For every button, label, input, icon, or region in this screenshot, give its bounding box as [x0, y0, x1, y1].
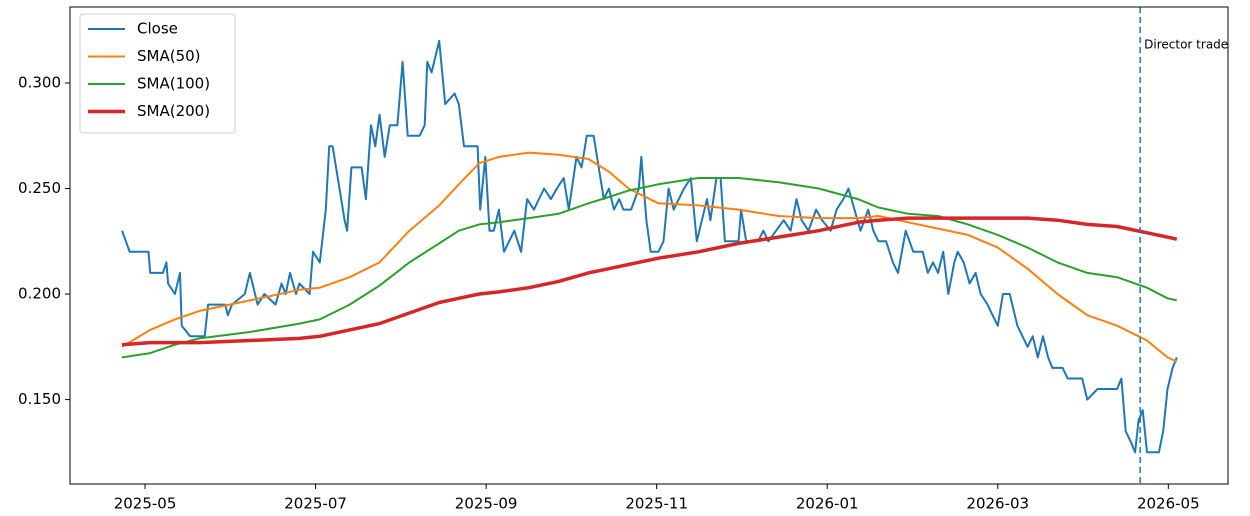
plot-frame [69, 6, 1229, 485]
series-line [121, 177, 1178, 359]
x-tick-label: 2025-07 [284, 495, 347, 513]
series-line [121, 216, 1178, 347]
series-line [121, 39, 1178, 454]
legend-box [79, 13, 236, 134]
legend-label: SMA(200) [137, 102, 210, 120]
legend-label: Close [137, 20, 178, 38]
legend-label: SMA(100) [137, 75, 210, 93]
legend-label: SMA(50) [137, 47, 201, 65]
y-tick-label: 0.250 [18, 179, 61, 197]
x-tick-label: 2025-11 [625, 495, 688, 513]
y-tick-label: 0.150 [18, 390, 61, 408]
x-tick-label: 2026-03 [966, 495, 1029, 513]
x-tick-label: 2025-05 [114, 495, 177, 513]
series-line [121, 151, 1178, 363]
y-tick-label: 0.200 [18, 285, 61, 303]
annotation-label: Director trade [1144, 38, 1228, 52]
x-tick-label: 2026-01 [796, 495, 859, 513]
x-tick-label: 2026-05 [1137, 495, 1200, 513]
y-tick-label: 0.300 [18, 73, 61, 91]
x-tick-label: 2025-09 [455, 495, 518, 513]
